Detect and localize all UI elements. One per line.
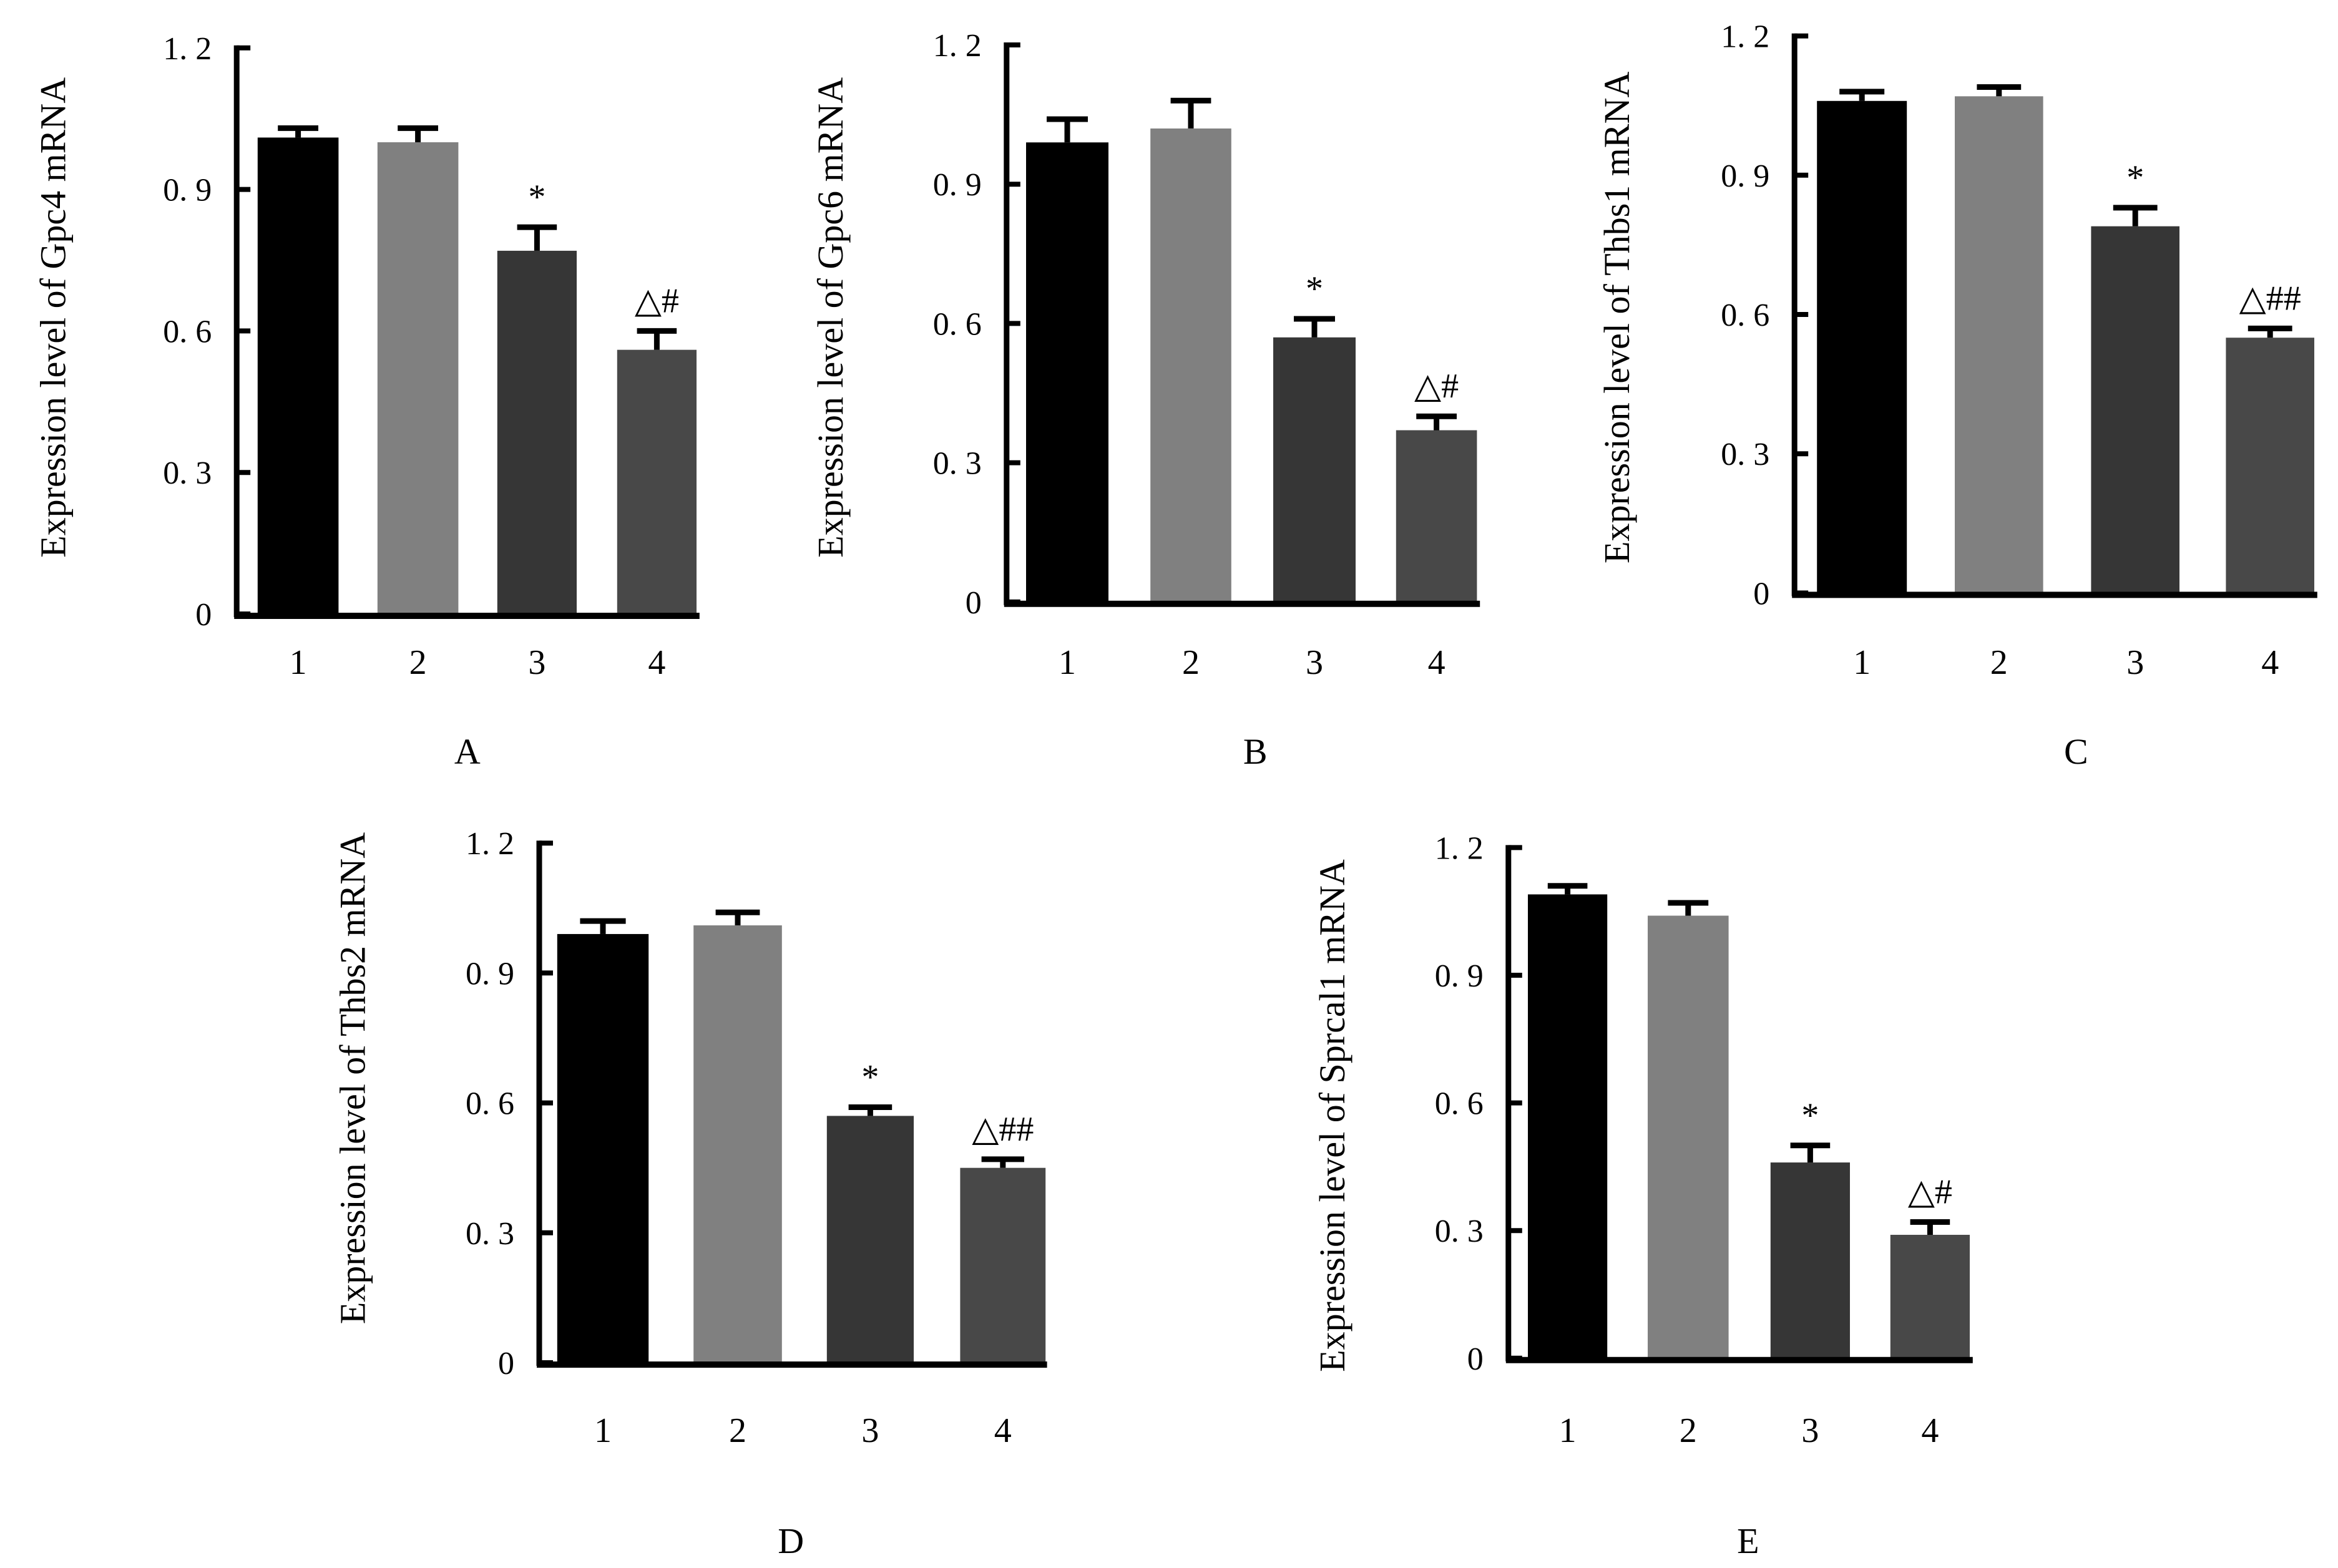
- y-tick-label: 0. 9: [1435, 958, 1484, 994]
- bar-3: [497, 250, 577, 614]
- y-tick-label: 0. 3: [933, 446, 982, 482]
- significance-mark: △#: [1908, 1173, 1952, 1212]
- x-tick-label: 4: [994, 1411, 1012, 1450]
- bar-3: [2091, 226, 2179, 593]
- y-tick-label: 0. 6: [466, 1086, 514, 1122]
- x-tick-label: 4: [1921, 1411, 1939, 1450]
- significance-mark: △#: [1414, 367, 1459, 406]
- bar-1: [557, 933, 649, 1363]
- x-tick-label: 2: [729, 1411, 746, 1450]
- panel-label: E: [1737, 1521, 1759, 1561]
- bar-1: [1026, 142, 1108, 602]
- y-tick-label: 0. 9: [1721, 158, 1769, 194]
- x-tick-label: 3: [2126, 643, 2144, 682]
- significance-mark: *: [528, 178, 545, 217]
- x-tick-label: 4: [2261, 643, 2279, 682]
- panel-e: 1 2 * 3 △# 4 1. 2 0. 9 0. 6 0. 3 0 Expression level…: [1312, 830, 1973, 1561]
- panel-label: C: [2064, 731, 2088, 772]
- significance-mark: *: [1801, 1096, 1819, 1135]
- y-tick-label: 0. 6: [1435, 1086, 1484, 1122]
- y-tick-label: 0. 3: [163, 455, 212, 491]
- y-tick-label: 0. 9: [933, 167, 982, 203]
- y-tick-label: 0: [498, 1346, 514, 1381]
- y-tick-label: 0. 3: [466, 1216, 514, 1252]
- y-axis-title: Expression level of Sprcal1 mRNA: [1312, 859, 1352, 1372]
- bar-4: [617, 349, 697, 614]
- significance-mark: △##: [2239, 279, 2301, 318]
- bar-2: [377, 142, 459, 614]
- x-tick-label: 3: [1801, 1411, 1819, 1450]
- x-tick-label: 2: [409, 643, 427, 682]
- bar-4: [2226, 338, 2314, 593]
- y-tick-label: 1. 2: [466, 826, 514, 862]
- x-tick-label: 2: [1182, 643, 1200, 682]
- y-tick-label: 0. 3: [1721, 437, 1769, 472]
- x-tick-label: 3: [528, 643, 545, 682]
- y-axis-title: Expression level of Thbs1 mRNA: [1597, 72, 1637, 563]
- y-tick-label: 0: [195, 597, 212, 633]
- y-tick-label: 1. 2: [163, 31, 212, 67]
- y-tick-label: 0. 3: [1435, 1214, 1484, 1249]
- bar-1: [1817, 100, 1907, 593]
- y-tick-label: 1. 2: [933, 28, 982, 64]
- bar-2: [1648, 915, 1729, 1358]
- y-tick-label: 0: [1467, 1342, 1484, 1377]
- panel-label: A: [454, 731, 481, 772]
- bar-1: [1528, 894, 1608, 1358]
- x-tick-label: 4: [1428, 643, 1445, 682]
- x-tick-label: 1: [1559, 1411, 1577, 1450]
- bar-4: [960, 1167, 1046, 1363]
- bar-2: [1150, 128, 1231, 602]
- x-tick-label: 3: [861, 1411, 879, 1450]
- panel-a: 1 2 * 3 △# 4 1. 2 0. 9 0. 6 0. 3 0 Expression level…: [33, 31, 700, 772]
- y-axis-title: Expression level of Gpc6 mRNA: [810, 77, 851, 558]
- panel-label: B: [1243, 731, 1268, 772]
- y-tick-label: 0. 6: [163, 314, 212, 349]
- significance-mark: △##: [972, 1110, 1034, 1149]
- panel-d: 1 2 * 3 △## 4 1. 2 0. 9 0. 6 0. 3 0 Expression leve…: [333, 826, 1047, 1561]
- bar-3: [1273, 337, 1356, 602]
- bar-4: [1396, 430, 1477, 602]
- bar-3: [826, 1116, 914, 1363]
- bar-4: [1890, 1235, 1970, 1358]
- bar-1: [257, 137, 339, 614]
- bar-2: [693, 925, 782, 1363]
- y-tick-label: 0. 9: [466, 956, 514, 991]
- x-tick-label: 1: [594, 1411, 612, 1450]
- significance-mark: *: [1306, 270, 1323, 308]
- y-tick-label: 1. 2: [1435, 830, 1484, 866]
- y-tick-label: 0: [966, 585, 982, 621]
- x-tick-label: 1: [290, 643, 307, 682]
- y-tick-label: 0. 6: [933, 306, 982, 342]
- significance-mark: *: [861, 1058, 879, 1097]
- y-axis-title: Expression level of Gpc4 mRNA: [33, 77, 74, 558]
- x-tick-label: 3: [1306, 643, 1323, 682]
- x-tick-label: 1: [1059, 643, 1076, 682]
- y-tick-label: 0. 9: [163, 173, 212, 208]
- panel-b: 1 2 * 3 △# 4 1. 2 0. 9 0. 6 0. 3 0 Expression level…: [810, 28, 1480, 772]
- x-tick-label: 1: [1853, 643, 1871, 682]
- significance-mark: *: [2126, 158, 2144, 197]
- significance-mark: △#: [635, 281, 679, 320]
- y-tick-label: 1. 2: [1721, 19, 1769, 55]
- y-tick-label: 0. 6: [1721, 298, 1769, 333]
- y-tick-label: 0: [1753, 576, 1769, 611]
- y-axis-title: Expression level of Thbs2 mRNA: [333, 832, 373, 1324]
- x-tick-label: 2: [1990, 643, 2008, 682]
- x-tick-label: 4: [648, 643, 665, 682]
- x-tick-label: 2: [1680, 1411, 1697, 1450]
- bar-3: [1770, 1162, 1850, 1358]
- panel-label: D: [778, 1521, 804, 1561]
- panel-c: 1 2 * 3 △## 4 1. 2 0. 9 0. 6 0. 3 0 Expression leve…: [1597, 19, 2317, 772]
- bar-2: [1955, 96, 2043, 593]
